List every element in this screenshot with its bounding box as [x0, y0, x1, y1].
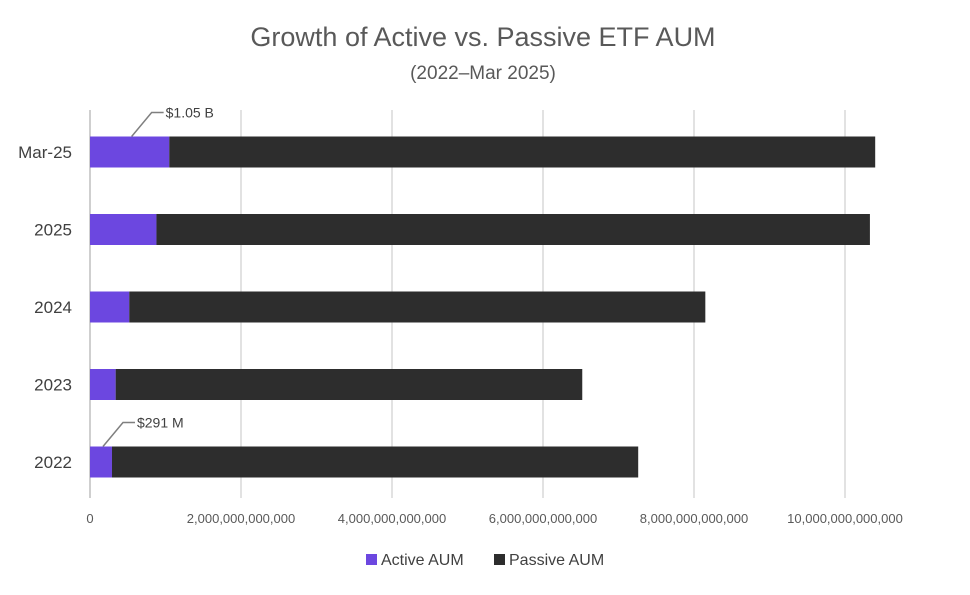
legend-label: Passive AUM [509, 552, 604, 569]
bar-passive-aum-2025 [156, 214, 870, 245]
category-label: 2023 [34, 376, 72, 395]
category-label: 2025 [34, 221, 72, 240]
category-label: Mar-25 [18, 143, 72, 162]
bar-active-aum-2022 [90, 446, 112, 478]
legend: Active AUM Passive AUM [366, 552, 604, 569]
annotation-label: $1.05 B [166, 105, 214, 121]
legend-swatch [366, 554, 377, 565]
bar-passive-aum-2023 [115, 369, 583, 400]
bar-passive-aum-2024 [129, 291, 706, 323]
value-axis: 0 2,000,000,000,000 4,000,000,000,000 6,000… [86, 511, 902, 526]
x-tick-label: 10,000,000,000,000 [787, 511, 903, 526]
legend-label: Active AUM [381, 552, 464, 569]
x-tick-label: 4,000,000,000,000 [338, 511, 446, 526]
bar-active-aum-mar-25 [90, 136, 170, 168]
x-tick-label: 6,000,000,000,000 [489, 511, 597, 526]
chart-subtitle: (2022–Mar 2025) [410, 63, 556, 84]
legend-swatch [494, 554, 505, 565]
bar-active-aum-2024 [90, 291, 130, 323]
bars [90, 136, 876, 478]
bar-active-aum-2025 [90, 214, 157, 245]
category-label: 2022 [34, 453, 72, 472]
annotation-leader-line [131, 111, 164, 137]
annotation-label: $291 M [137, 415, 184, 431]
x-tick-label: 0 [86, 511, 93, 526]
x-tick-label: 8,000,000,000,000 [640, 511, 748, 526]
bar-passive-aum-2022 [111, 446, 639, 478]
category-label: 2024 [34, 298, 72, 317]
x-tick-label: 2,000,000,000,000 [187, 511, 295, 526]
category-axis: Mar-25 2025 2024 2023 2022 [18, 143, 72, 472]
bar-passive-aum-mar-25 [169, 136, 876, 168]
bar-active-aum-2023 [90, 369, 116, 400]
annotations: $1.05 B $291 M [102, 105, 214, 447]
chart-title: Growth of Active vs. Passive ETF AUM [250, 22, 715, 52]
annotation-leader-line [102, 421, 135, 447]
